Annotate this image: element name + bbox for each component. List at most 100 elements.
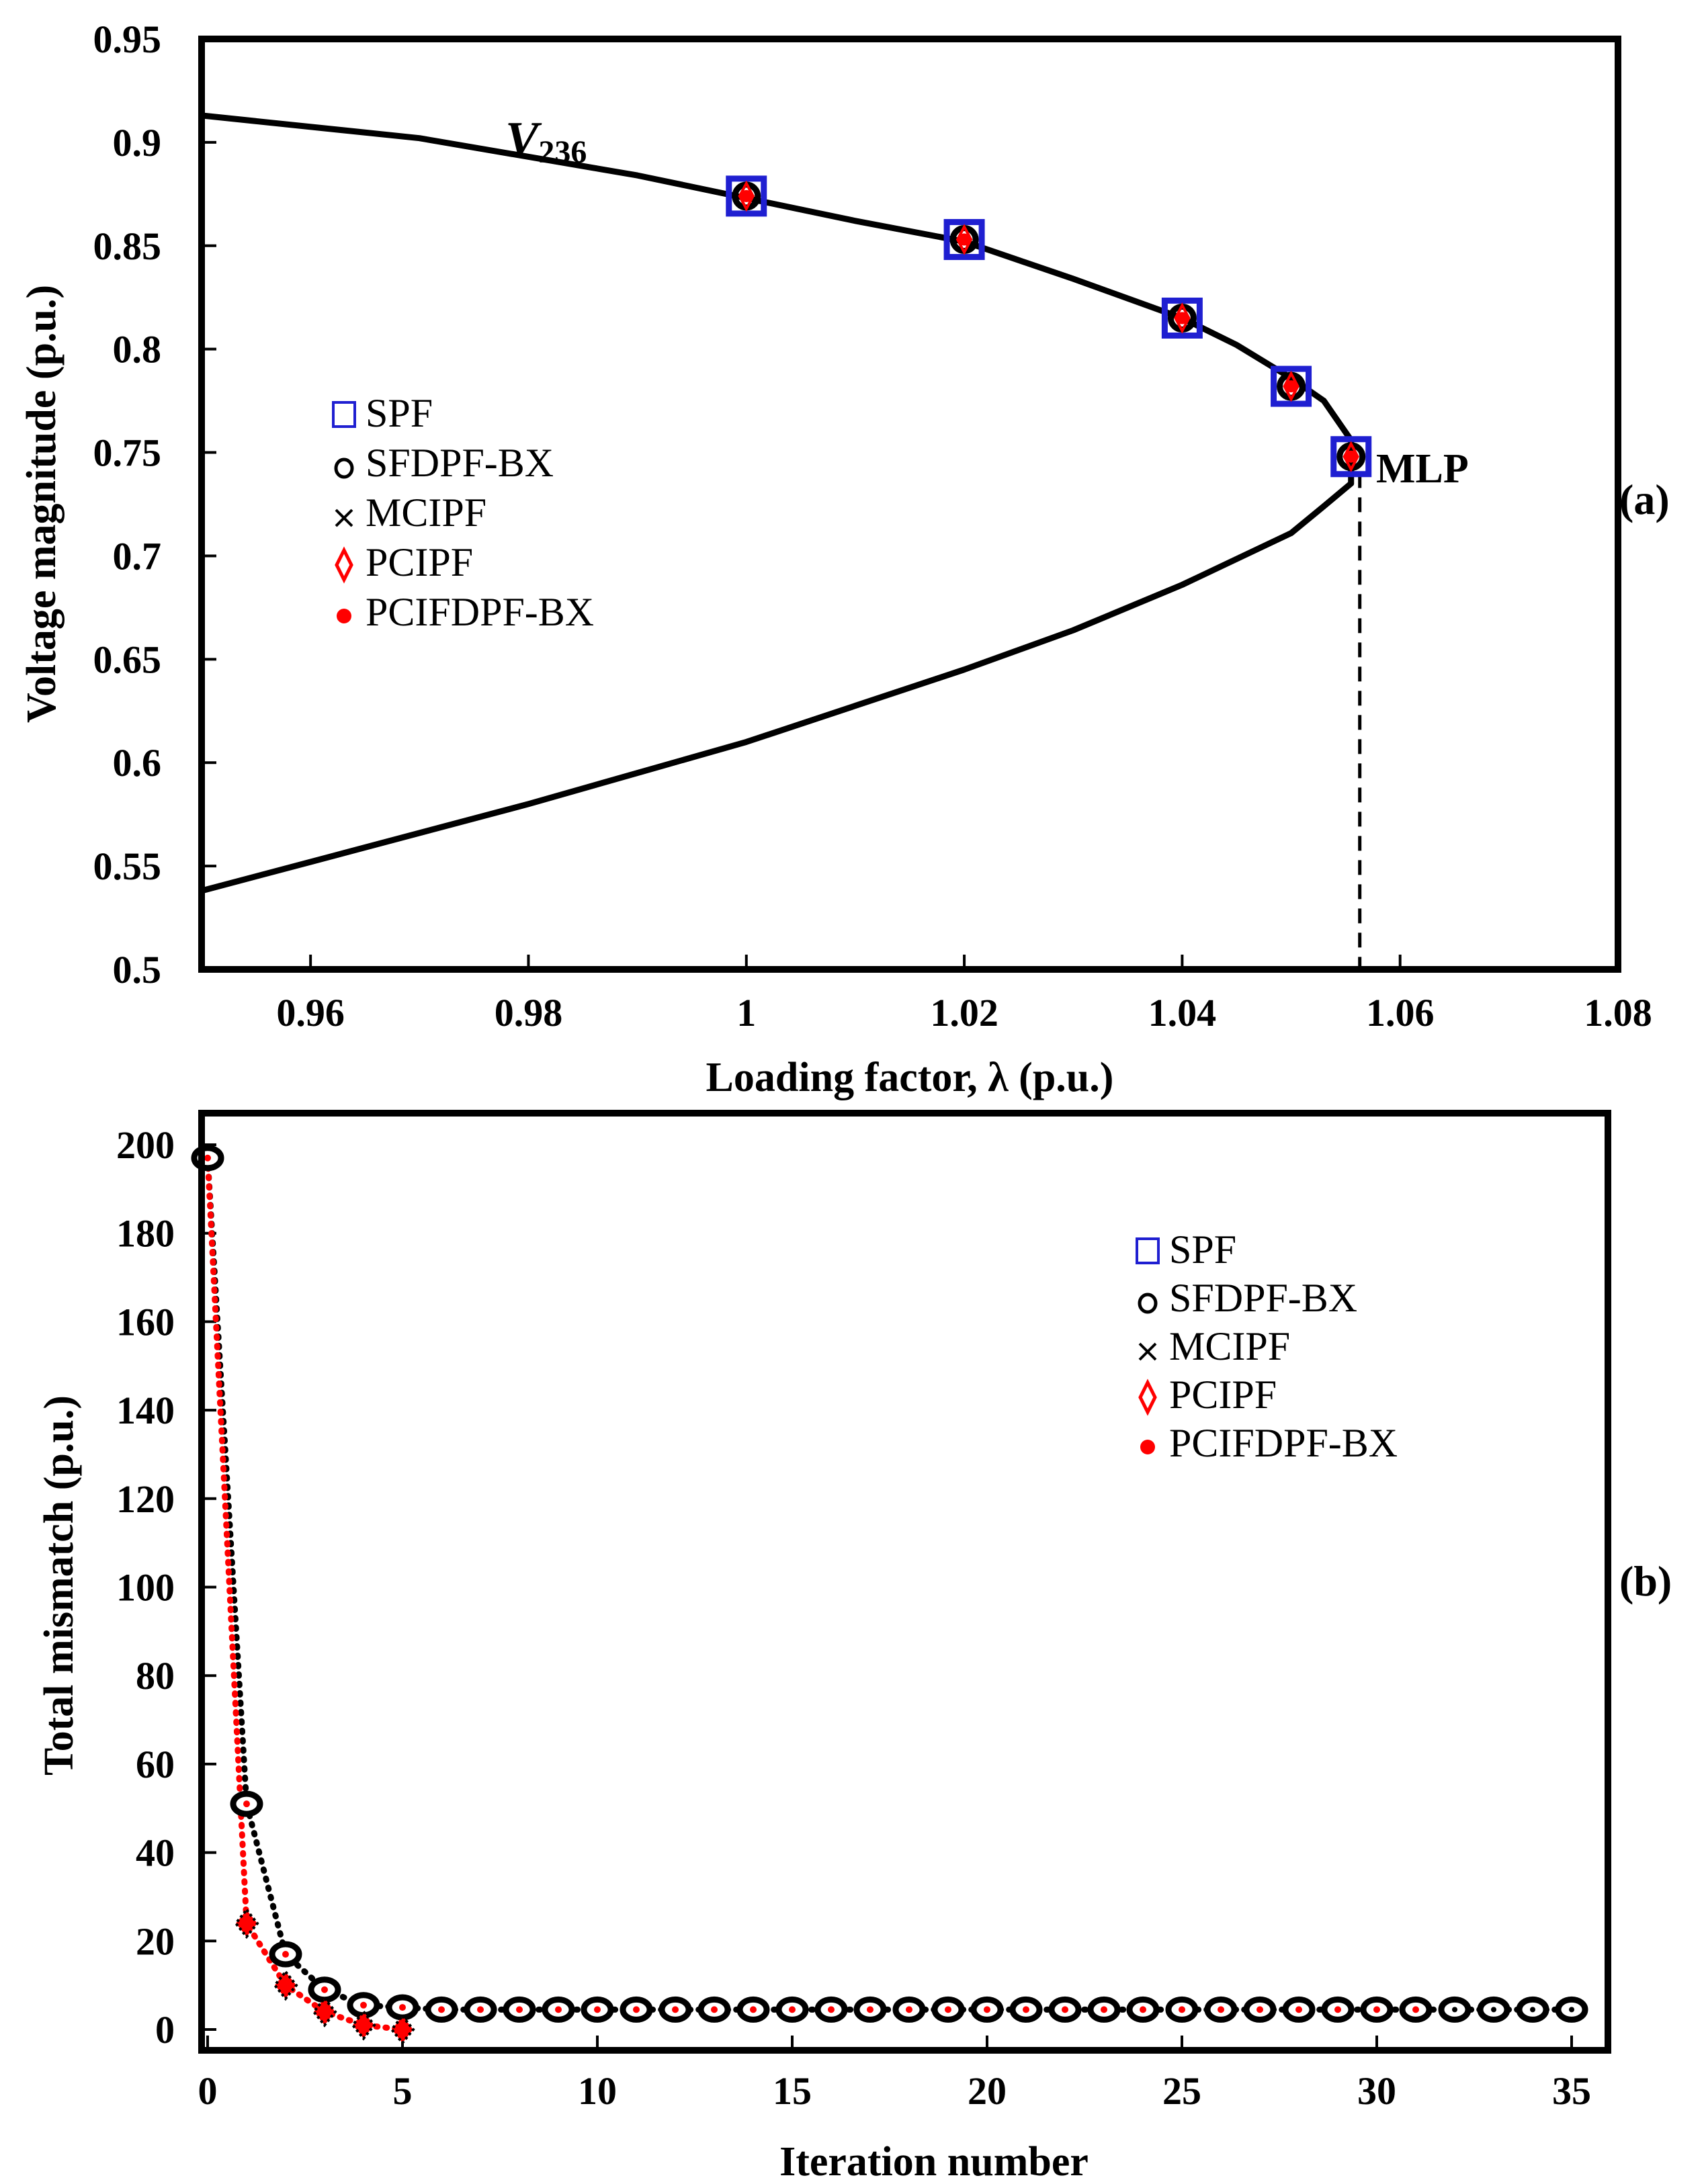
curve-label-v236: V236	[505, 112, 587, 170]
pcipf-point	[234, 1907, 259, 1939]
legend-square-icon	[332, 401, 356, 428]
pcifdpf-bx-point	[1334, 2006, 1341, 2013]
pcifdpf-bx-point	[828, 2006, 835, 2013]
pcifdpf-dot-marker	[1176, 312, 1189, 324]
panel-a-x-tick-label: 1	[736, 991, 756, 1035]
panel-b: 0 5 10 15 20 25 30 35 0 20 40 60 80 100 120 140 160 180 20…	[36, 1110, 1672, 2184]
pcipf-point	[390, 2013, 415, 2046]
panel-b-axes-frame	[198, 1110, 1611, 2054]
panel-a-y-tick-label: 0.95	[93, 17, 162, 61]
legend-diamond-icon	[335, 546, 353, 584]
pcifdpf-bx-point	[1256, 2006, 1263, 2013]
pcifdpf-bx-point	[399, 2004, 406, 2011]
series-center-dot	[1569, 2007, 1574, 2013]
panel-b-x-tick-label: 25	[1162, 2069, 1201, 2113]
legend-label: MCIPF	[1169, 1324, 1290, 1368]
panel-b-tag: (b)	[1619, 1557, 1672, 1605]
panel-b-x-tick-label: 0	[198, 2069, 218, 2113]
panel-b-series	[191, 1145, 1588, 2046]
panel-a-x-axis-label: Loading factor, λ (p.u.)	[706, 1055, 1114, 1100]
pcifdpf-bx-point	[1295, 2006, 1302, 2013]
pcifdpf-bx-point	[1412, 2006, 1419, 2013]
panel-b-tick-labels: 0 5 10 15 20 25 30 35 0 20 40 60 80 100 120 140 160 180 20…	[116, 1123, 1591, 2113]
pcifdpf-bx-point	[516, 2006, 523, 2013]
panel-b-y-tick-label: 20	[136, 1919, 175, 1963]
panel-a-curves	[200, 112, 1362, 969]
panel-a-x-tick-label: 1.08	[1584, 991, 1652, 1035]
legend-diamond-icon	[1138, 1379, 1157, 1416]
panel-a-legend: SPF SFDPF-BX MCIPF PCIPF PCIFDPF-BX	[332, 391, 594, 634]
pcifdpf-bx-point	[1023, 2006, 1029, 2013]
panel-b-y-tick-label: 200	[116, 1123, 175, 1167]
legend-label: SFDPF-BX	[366, 441, 554, 485]
pcipf-point	[273, 1969, 298, 2001]
legend-label: SFDPF-BX	[1169, 1276, 1357, 1320]
pcifdpf-bx-point	[633, 2006, 640, 2013]
pv-marker-group	[943, 219, 985, 261]
panel-a-y-tick-label: 0.5	[113, 948, 162, 992]
panel-a-y-axis-label: Voltage magnitude (p.u.)	[19, 285, 65, 723]
panel-a-x-tick-label: 1.06	[1366, 991, 1435, 1035]
spf-square-marker	[726, 175, 767, 217]
pcifdpf-dot-marker	[740, 189, 753, 202]
legend-label: MCIPF	[366, 490, 486, 535]
pcifdpf-bx-point	[555, 2006, 562, 2013]
pcifdpf-bx-point	[789, 2006, 796, 2013]
panel-b-y-tick-label: 40	[136, 1831, 175, 1875]
pcifdpf-bx-point	[282, 1951, 289, 1958]
series-center-dot	[1452, 2007, 1457, 2013]
legend-circle-icon	[334, 457, 354, 479]
mlp-annotation: MLP	[1376, 446, 1469, 492]
panel-b-y-tick-label: 140	[116, 1389, 175, 1432]
panel-a-y-tick-label: 0.6	[113, 741, 162, 785]
panel-a-x-tick-label: 0.96	[276, 991, 345, 1035]
pcipf-diamond-marker	[1283, 370, 1300, 402]
legend-square-icon	[1136, 1237, 1160, 1264]
pcifdpf-bx-point	[945, 2006, 951, 2013]
legend-label: SPF	[1169, 1227, 1236, 1272]
pcifdpf-bx-point	[1218, 2006, 1224, 2013]
legend-circle-icon	[1138, 1293, 1158, 1314]
panel-b-x-tick-label: 10	[578, 2069, 617, 2113]
panel-a-axes-frame	[198, 36, 1621, 973]
pcifdpf-bx-point	[438, 2006, 445, 2013]
pcifdpf-bx-point	[1179, 2006, 1185, 2013]
pv-marker-group	[726, 175, 767, 217]
pv-marker-group	[1271, 365, 1312, 407]
pv-marker-group	[1161, 298, 1203, 339]
curve-label-sub: 236	[538, 134, 587, 170]
panel-a-x-tick-label: 1.04	[1148, 991, 1217, 1035]
pcifdpf-dot-marker	[1345, 450, 1357, 463]
legend-label: PCIPF	[366, 540, 473, 584]
panel-b-y-axis-label: Total mismatch (p.u.)	[36, 1395, 82, 1776]
legend-label: PCIPF	[1169, 1372, 1277, 1417]
series-center-dot	[1491, 2007, 1496, 2013]
panel-a-x-tick-label: 1.02	[930, 991, 998, 1035]
panel-b-x-tick-label: 20	[968, 2069, 1007, 2113]
pcipf-diamond-marker	[738, 180, 755, 212]
panel-b-y-tick-label: 160	[116, 1300, 175, 1344]
pcifdpf-bx-point	[360, 2001, 367, 2009]
pcifdpf-bx-point	[1140, 2006, 1146, 2013]
pcipf-diamond-marker	[1343, 441, 1359, 473]
pcifdpf-bx-point	[594, 2006, 601, 2013]
pcifdpf-bx-point	[1373, 2006, 1380, 2013]
panel-a-y-tick-label: 0.75	[93, 431, 162, 475]
pv-marker-group	[1330, 436, 1372, 478]
panel-a-y-tick-label: 0.85	[93, 224, 162, 268]
pcifdpf-bx-point	[1101, 2006, 1107, 2013]
panel-b-x-axis-label: Iteration number	[779, 2139, 1089, 2184]
pcifdpf-bx-point	[321, 1986, 328, 1993]
legend-label: PCIFDPF-BX	[366, 590, 594, 634]
pcipf-point	[351, 2009, 376, 2041]
pcifdpf-bx-point	[711, 2006, 718, 2013]
spf-square-marker	[1271, 365, 1312, 407]
panel-a-y-tick-label: 0.55	[93, 844, 162, 888]
panel-a-tick-labels: 0.96 0.98 1 1.02 1.04 1.06 1.08 0.5 0.55 0.6 0.65 0…	[93, 17, 1652, 1035]
pcifdpf-bx-point	[1062, 2006, 1068, 2013]
pcifdpf-dot-marker	[958, 233, 971, 246]
pcipf-diamond-marker	[955, 224, 973, 255]
legend-dot-icon	[1140, 1440, 1155, 1454]
